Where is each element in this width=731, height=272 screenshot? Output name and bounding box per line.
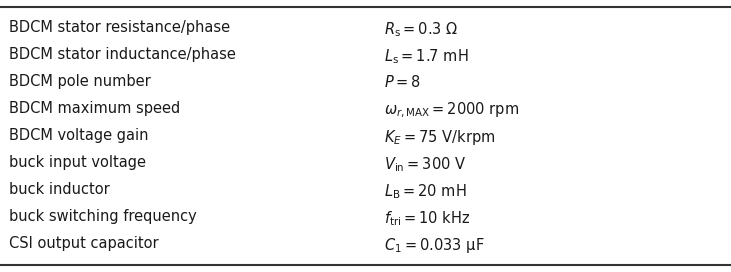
Text: $C_{1} = 0.033\ \rm{\mu F}$: $C_{1} = 0.033\ \rm{\mu F}$ — [384, 236, 484, 255]
Text: BDCM pole number: BDCM pole number — [9, 74, 151, 89]
Text: BDCM stator inductance/phase: BDCM stator inductance/phase — [9, 47, 235, 62]
Text: $K_{E} = 75\ \rm{V/krpm}$: $K_{E} = 75\ \rm{V/krpm}$ — [384, 128, 496, 147]
Text: BDCM stator resistance/phase: BDCM stator resistance/phase — [9, 20, 230, 35]
Text: $L_{\rm B} = 20\ \rm{mH}$: $L_{\rm B} = 20\ \rm{mH}$ — [384, 182, 466, 201]
Text: BDCM voltage gain: BDCM voltage gain — [9, 128, 148, 143]
Text: $R_{\rm s} = 0.3\ \Omega$: $R_{\rm s} = 0.3\ \Omega$ — [384, 20, 458, 39]
Text: buck input voltage: buck input voltage — [9, 155, 145, 170]
Text: $P = 8$: $P = 8$ — [384, 74, 421, 90]
Text: $V_{\rm in} = 300\ \rm{V}$: $V_{\rm in} = 300\ \rm{V}$ — [384, 155, 466, 174]
Text: $L_{\rm s} = 1.7\ \rm{mH}$: $L_{\rm s} = 1.7\ \rm{mH}$ — [384, 47, 469, 66]
Text: $f_{\rm tri} = 10\ \rm{kHz}$: $f_{\rm tri} = 10\ \rm{kHz}$ — [384, 209, 470, 228]
Text: $\omega_{r,\rm{MAX}} = 2000\ \rm{rpm}$: $\omega_{r,\rm{MAX}} = 2000\ \rm{rpm}$ — [384, 101, 519, 120]
Text: BDCM maximum speed: BDCM maximum speed — [9, 101, 180, 116]
Text: CSI output capacitor: CSI output capacitor — [9, 236, 159, 251]
Text: buck inductor: buck inductor — [9, 182, 110, 197]
Text: buck switching frequency: buck switching frequency — [9, 209, 197, 224]
